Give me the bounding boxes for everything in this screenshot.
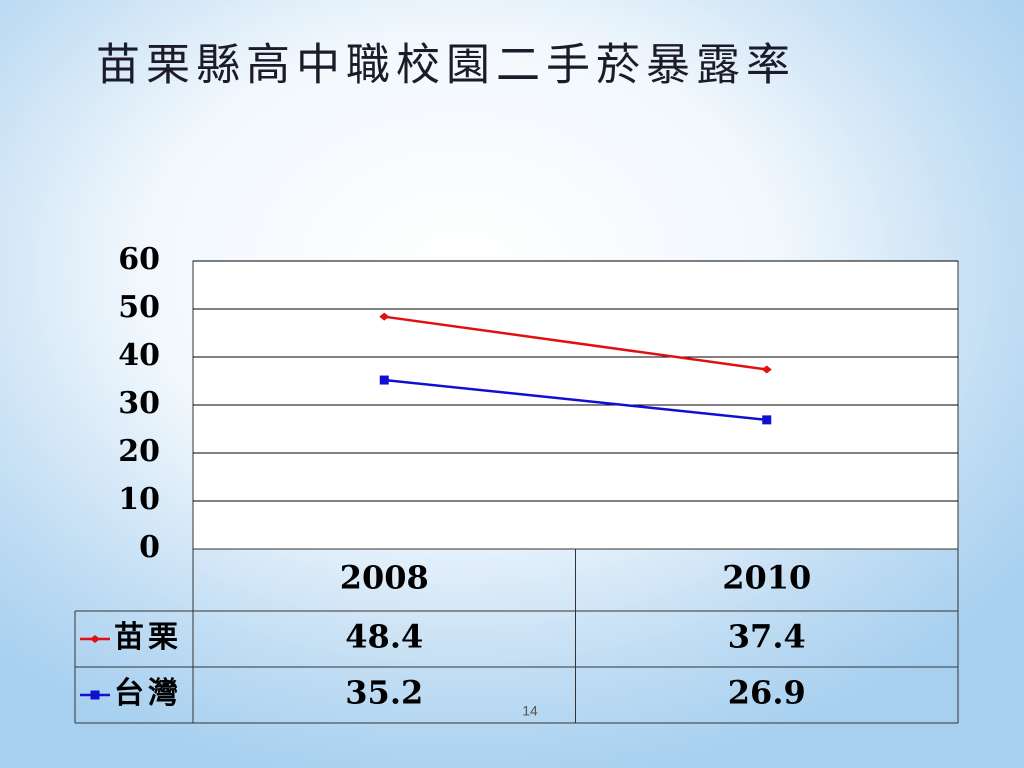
data-label: 35.2 bbox=[345, 674, 423, 712]
data-label: 26.9 bbox=[728, 674, 806, 712]
x-tick-label: 2008 bbox=[340, 559, 429, 597]
y-tick-label: 50 bbox=[118, 290, 160, 325]
legend-marker bbox=[90, 635, 100, 643]
x-tick-label: 2010 bbox=[722, 559, 811, 597]
series-line bbox=[384, 315, 767, 371]
y-tick-label: 10 bbox=[118, 482, 160, 517]
data-point bbox=[762, 415, 772, 425]
y-tick-label: 40 bbox=[118, 338, 160, 373]
data-label: 37.4 bbox=[728, 618, 806, 656]
legend-label: 苗栗 bbox=[114, 620, 182, 655]
data-point bbox=[379, 312, 390, 321]
y-tick-label: 0 bbox=[139, 530, 160, 565]
page-number: 14 bbox=[522, 703, 538, 719]
y-tick-label: 20 bbox=[118, 434, 160, 469]
legend-label: 台灣 bbox=[114, 676, 182, 711]
data-point bbox=[379, 375, 389, 385]
chart-title: 苗栗縣高中職校園二手菸暴露率 bbox=[96, 40, 796, 91]
data-point bbox=[761, 365, 772, 374]
y-tick-label: 60 bbox=[118, 242, 160, 277]
y-tick-label: 30 bbox=[118, 386, 160, 421]
data-label: 48.4 bbox=[345, 618, 423, 656]
series-line bbox=[384, 378, 767, 422]
legend-marker bbox=[90, 690, 100, 700]
